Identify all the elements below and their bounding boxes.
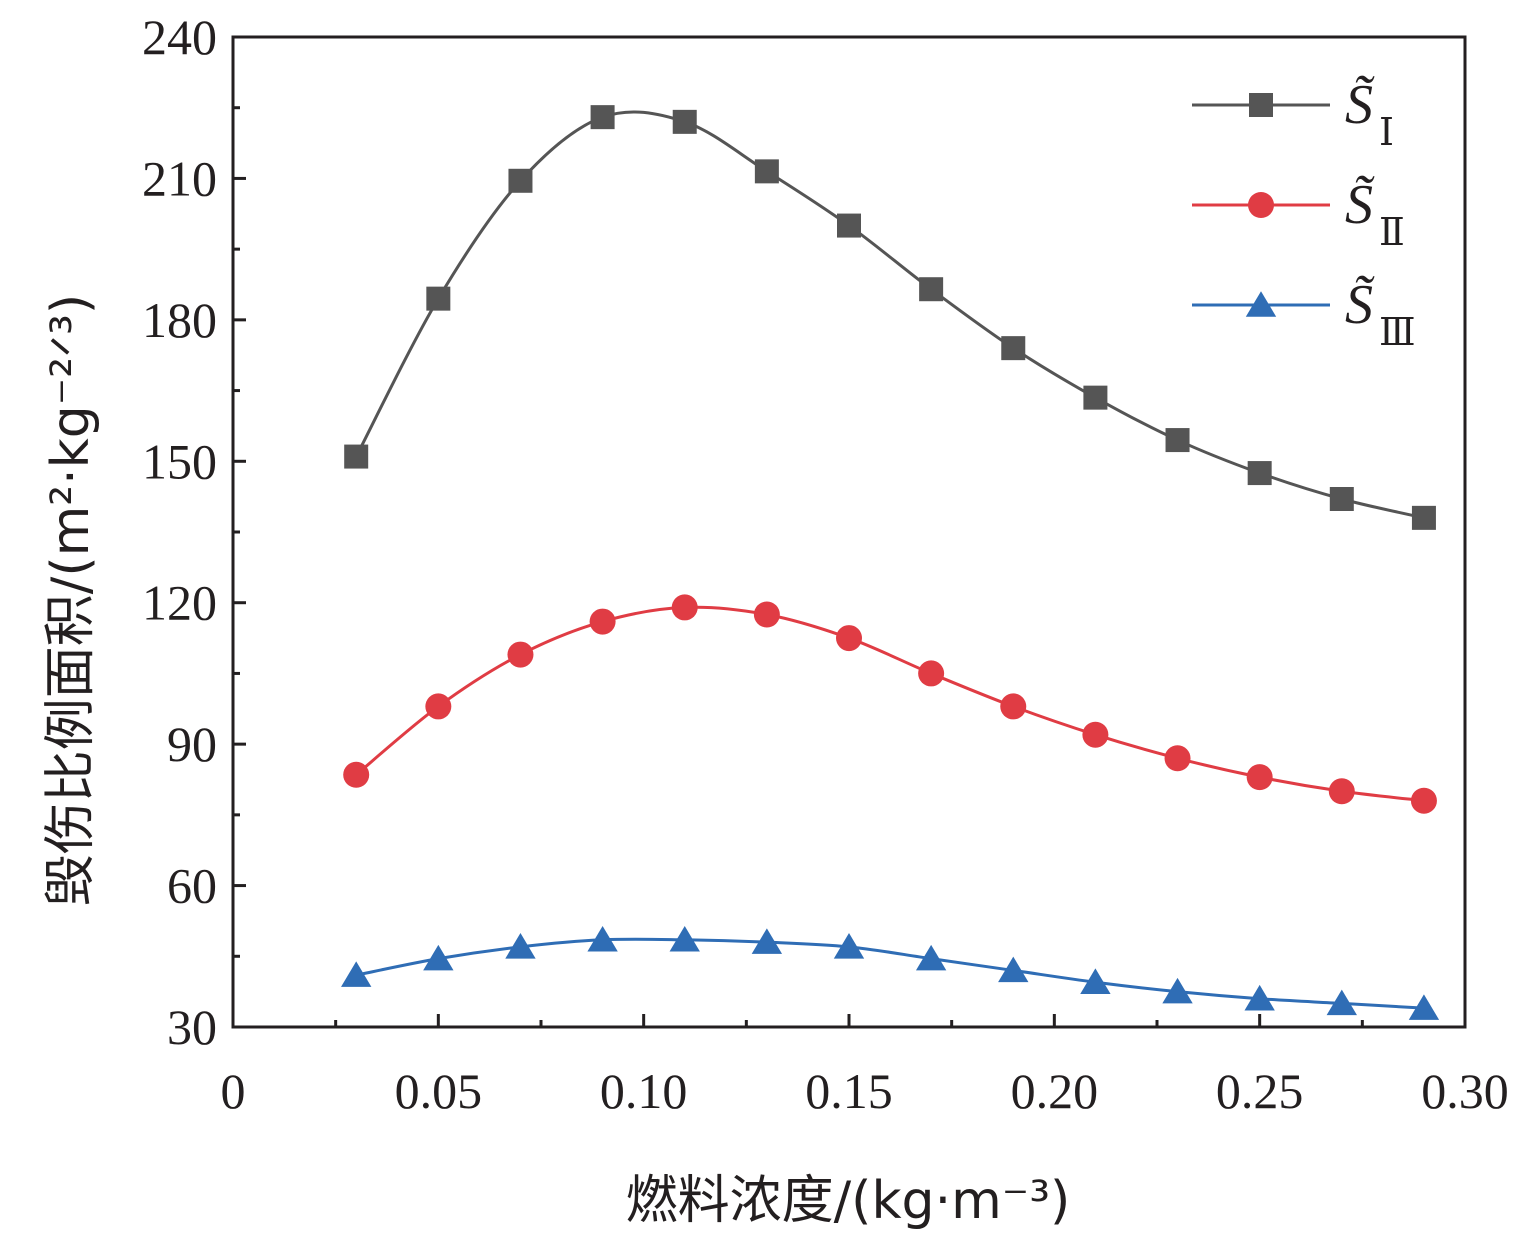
data-point-triangle — [1408, 994, 1440, 1020]
y-axis-title: 毁伤比例面积/(m²·kg⁻²ᐟ³) — [41, 294, 101, 906]
data-point-triangle — [1080, 968, 1111, 994]
data-point-square — [1411, 505, 1436, 530]
data-point-square — [919, 277, 944, 302]
x-tick-label: 0.25 — [1216, 1063, 1304, 1119]
y-tick-label: 30 — [167, 999, 217, 1055]
data-point-triangle — [505, 933, 536, 959]
y-tick-label: 240 — [142, 9, 217, 65]
data-point-circle — [507, 641, 534, 668]
y-tick-label: 60 — [167, 858, 217, 914]
data-point-square — [508, 168, 533, 193]
x-tick-label: 0 — [221, 1063, 246, 1119]
data-point-triangle — [1245, 291, 1277, 317]
data-point-square — [1083, 385, 1108, 410]
y-tick-label: 90 — [167, 716, 217, 772]
data-point-square — [672, 109, 697, 134]
x-axis-title: 燃料浓度/(kg·m⁻³) — [626, 1171, 1071, 1231]
data-point-triangle — [1244, 984, 1275, 1011]
x-tick-label: 0.10 — [600, 1063, 688, 1119]
axis-ticks: 0 0.05 0.10 0.15 0.20 0.25 0.30 30 60 90 120 150 180… — [142, 9, 1509, 1119]
y-tick-label: 210 — [142, 150, 217, 206]
series-2 — [343, 594, 1437, 814]
data-point-circle — [1000, 693, 1027, 720]
data-point-circle — [1164, 745, 1191, 772]
data-point-circle — [918, 660, 945, 687]
y-tick-label: 120 — [142, 575, 217, 631]
data-point-circle — [1328, 778, 1355, 805]
series-line — [354, 110, 1425, 520]
data-series — [341, 105, 1440, 1020]
data-point-circle — [1248, 192, 1274, 218]
x-tick-label: 0.15 — [805, 1063, 893, 1119]
series-line — [355, 937, 1425, 1010]
legend-label: S̃ Ⅲ — [1345, 274, 1416, 354]
data-point-triangle — [833, 933, 865, 959]
data-point-triangle — [587, 925, 618, 952]
data-point-triangle — [751, 928, 783, 954]
legend-item-3: S̃ Ⅲ — [1192, 274, 1416, 354]
plot-frame — [231, 35, 1467, 1029]
data-point-triangle — [1326, 989, 1357, 1016]
legend-label-subscript: Ⅰ — [1379, 112, 1394, 154]
legend-label-subscript: Ⅱ — [1379, 212, 1405, 254]
legend-label: S̃ Ⅰ — [1345, 74, 1394, 154]
data-point-square — [590, 105, 615, 130]
data-point-triangle — [998, 956, 1029, 983]
data-point-circle — [1410, 787, 1437, 814]
data-point-square — [1165, 428, 1190, 453]
data-point-triangle — [1162, 977, 1193, 1004]
data-point-square — [1001, 336, 1026, 361]
x-tick-label: 0.20 — [1011, 1063, 1099, 1119]
legend-item-1: S̃ Ⅰ — [1192, 74, 1394, 154]
data-point-circle — [1082, 721, 1109, 748]
series-1 — [344, 105, 1436, 530]
data-point-circle — [425, 693, 452, 720]
data-point-triangle — [423, 944, 454, 971]
legend-label: S̃ Ⅱ — [1345, 174, 1405, 254]
x-tick-label: 0.30 — [1421, 1063, 1509, 1119]
data-point-triangle — [915, 944, 947, 971]
data-point-square — [837, 213, 861, 238]
data-point-square — [426, 286, 451, 311]
data-point-square — [1329, 487, 1354, 511]
data-point-square — [1249, 93, 1273, 117]
data-point-square — [754, 159, 779, 184]
axes — [231, 35, 1467, 1029]
data-point-circle — [836, 625, 862, 652]
data-point-circle — [589, 608, 616, 635]
legend: S̃ Ⅰ S̃ Ⅱ S̃ Ⅲ — [1192, 74, 1416, 354]
data-point-circle — [753, 601, 780, 628]
data-point-square — [1247, 461, 1272, 486]
data-point-circle — [671, 594, 698, 621]
legend-item-2: S̃ Ⅱ — [1192, 174, 1405, 254]
series-3 — [341, 925, 1440, 1020]
y-tick-label: 180 — [142, 292, 217, 348]
data-point-circle — [343, 761, 370, 788]
legend-label-subscript: Ⅲ — [1379, 312, 1416, 354]
data-point-square — [344, 444, 369, 469]
data-point-triangle — [341, 961, 372, 987]
x-tick-label: 0.05 — [395, 1063, 483, 1119]
y-tick-label: 150 — [142, 433, 217, 489]
data-point-circle — [1246, 764, 1273, 791]
data-point-triangle — [669, 925, 700, 952]
